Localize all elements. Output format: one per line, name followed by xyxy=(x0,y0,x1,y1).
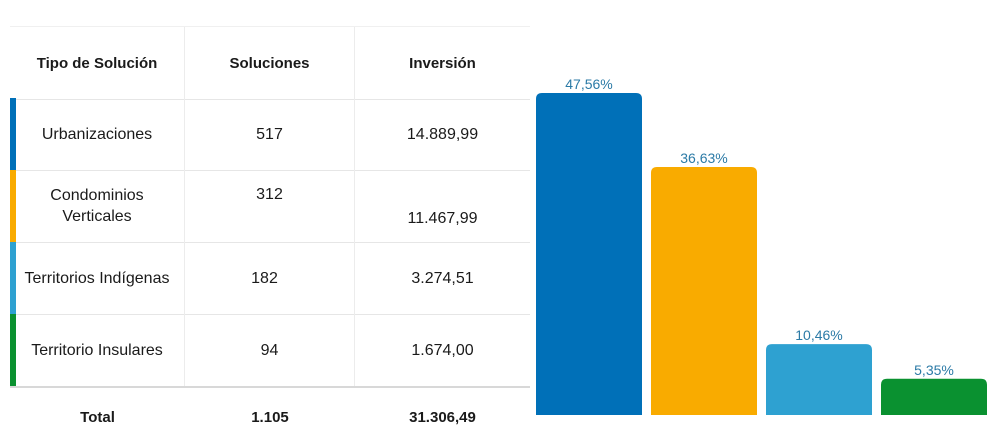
row-tipo: Condominios Verticales xyxy=(10,170,185,242)
bar-value-label: 36,63% xyxy=(680,150,727,166)
row-inversion: 11.467,99 xyxy=(407,209,478,227)
header-soluciones: Soluciones xyxy=(185,27,355,99)
table-row: Territorio Insulares 94 1.674,00 xyxy=(10,314,530,388)
bar xyxy=(651,167,757,415)
bar-value-label: 5,35% xyxy=(914,362,954,378)
table-row: Condominios Verticales 312 11.467,99 xyxy=(10,170,530,243)
row-inversion: 1.674,00 xyxy=(411,341,474,359)
row-soluciones: 312 xyxy=(185,170,355,242)
bar-value-label: 47,56% xyxy=(565,76,612,92)
total-inversion: 31.306,49 xyxy=(409,409,476,426)
total-soluciones: 1.105 xyxy=(251,409,289,426)
bar-value-label: 10,46% xyxy=(795,327,842,343)
row-color-marker xyxy=(10,314,16,386)
row-soluciones: 94 xyxy=(185,314,355,386)
row-tipo: Territorio Insulares xyxy=(10,314,185,386)
header-tipo: Tipo de Solución xyxy=(10,27,185,99)
table-row: Urbanizaciones 517 14.889,99 xyxy=(10,98,530,171)
row-color-marker xyxy=(10,170,16,242)
row-tipo: Territorios Indígenas xyxy=(10,242,185,314)
bar xyxy=(766,344,872,415)
row-soluciones: 182 xyxy=(185,242,355,314)
table-row: Territorios Indígenas 182 3.274,51 xyxy=(10,242,530,315)
row-soluciones: 517 xyxy=(185,98,355,170)
row-inversion: 14.889,99 xyxy=(406,125,479,143)
row-color-marker xyxy=(10,242,16,314)
row-color-marker xyxy=(10,98,16,170)
bar-chart-svg: 47,56% 36,63% 10,46% 5,35% xyxy=(536,76,987,415)
row-tipo: Urbanizaciones xyxy=(10,98,185,170)
percentage-bar-chart: 47,56% 36,63% 10,46% 5,35% xyxy=(530,40,994,447)
header-inversion: Inversión xyxy=(409,54,476,72)
table-total-row: Total 1.105 31.306,49 xyxy=(10,388,530,447)
solutions-table: Tipo de Solución Soluciones Inversión Ur… xyxy=(10,26,530,447)
bar xyxy=(881,378,987,415)
row-inversion: 3.274,51 xyxy=(411,269,474,287)
total-label: Total xyxy=(80,409,115,426)
table-header-row: Tipo de Solución Soluciones Inversión xyxy=(10,26,530,100)
bar xyxy=(536,93,642,415)
